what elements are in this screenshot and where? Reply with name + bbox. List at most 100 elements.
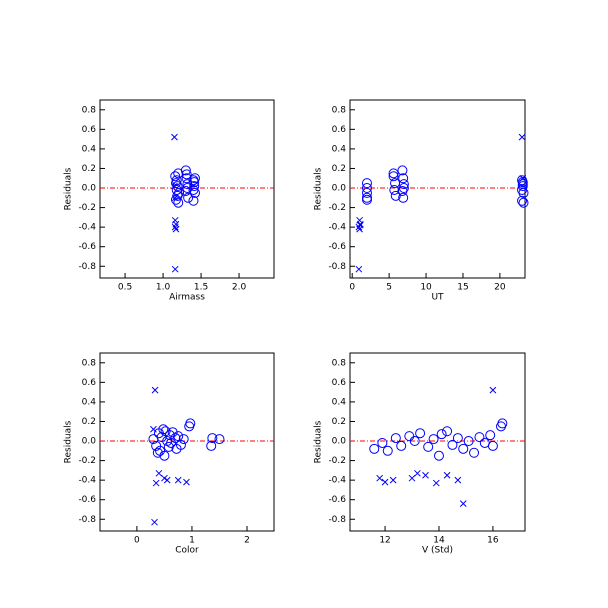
circle-point [398,183,409,194]
plot-frame [349,352,526,532]
x-point [414,469,421,477]
circle-point [390,433,401,444]
y-tick-label: 0.6 [332,125,347,135]
x-point [171,182,178,190]
y-tick-label: -0.4 [78,476,96,486]
circle-point [214,434,225,445]
x-point [422,471,429,479]
x-tick-label: 12 [379,536,390,546]
x-axis-label: Color [175,546,199,556]
circle-point [415,428,426,439]
circle-point [388,171,399,182]
circle-point [452,433,463,444]
y-tick-label: 0.0 [332,184,347,194]
circle-point [397,185,408,196]
x-point [519,174,527,182]
circle-point [433,450,444,461]
x-tick-label: 14 [433,536,445,546]
circle-point [152,447,163,458]
x-point [171,265,179,273]
y-tick-label: 0.2 [332,164,346,174]
x-point [389,476,397,484]
y-axis-label: Residuals [314,167,324,210]
plot-frame [99,99,275,279]
x-point [163,476,171,484]
y-axis-label: Residuals [314,420,324,463]
y-tick-label: 0.2 [332,417,346,427]
circle-point [409,436,420,447]
x-tick-label: 20 [494,283,506,293]
circle-point [172,181,183,192]
x-point [161,474,168,482]
y-tick-label: -0.2 [328,203,346,213]
x-tick-label: 2 [244,536,250,546]
circle-point [178,434,189,445]
circle-point [517,184,528,195]
circle-point [396,440,407,451]
circle-point [398,179,409,190]
circle-point [183,192,194,203]
circle-point [447,439,458,450]
y-tick-label: 0.4 [82,144,97,154]
x-tick-label: 10 [420,283,432,293]
y-axis-label: Residuals [64,167,74,210]
x-tick-label: 1 [189,536,195,546]
circle-point [398,192,409,203]
x-point [432,479,440,487]
x-point [454,476,462,484]
circle-point [474,432,485,443]
y-tick-label: -0.4 [78,223,96,233]
x-tick-label: 1.0 [156,283,171,293]
y-tick-label: 0.8 [332,358,347,368]
circle-point [388,168,399,179]
plot-frame [99,352,275,532]
y-tick-label: -0.2 [78,456,96,466]
circle-point [390,190,401,201]
y-tick-label: 0.6 [82,378,97,388]
y-tick-label: -0.8 [78,262,96,272]
circle-point [180,165,191,176]
circle-point [463,436,474,447]
y-tick-label: -0.6 [78,242,96,252]
y-tick-label: 0.8 [82,358,97,368]
circle-point [389,184,400,195]
circle-point [173,431,184,442]
circle-point [182,183,193,194]
circle-point [423,441,434,452]
circle-point [170,433,181,444]
circle-point [173,197,184,208]
circle-point [436,429,447,440]
circle-point [377,437,388,448]
y-tick-label: -0.6 [328,495,346,505]
circle-point [369,443,380,454]
circle-point [517,179,528,190]
circle-point [404,431,415,442]
x-point [171,133,178,141]
x-tick-label: 5 [386,283,392,293]
x-point [174,476,182,484]
y-tick-label: 0.6 [332,378,347,388]
y-tick-label: -0.4 [328,223,346,233]
circle-point [518,197,529,208]
circle-point [164,430,175,441]
x-tick-label: 0 [349,283,355,293]
x-point [518,133,526,141]
circle-point [175,439,186,450]
y-tick-label: 0.0 [82,437,97,447]
y-tick-label: 0.6 [82,125,97,135]
circle-point [497,418,508,429]
x-point [443,471,451,479]
y-tick-label: 0.4 [332,397,347,407]
x-point [150,425,157,433]
y-tick-label: 0.0 [82,184,97,194]
circle-point [428,434,439,445]
x-point [151,518,158,526]
x-point [151,386,159,394]
circle-point [442,426,453,437]
x-axis-label: V (Std) [422,546,453,556]
x-point [152,479,160,487]
x-tick-label: 0 [134,536,140,546]
x-tick-label: 0.5 [118,283,132,293]
circle-point [180,185,191,196]
